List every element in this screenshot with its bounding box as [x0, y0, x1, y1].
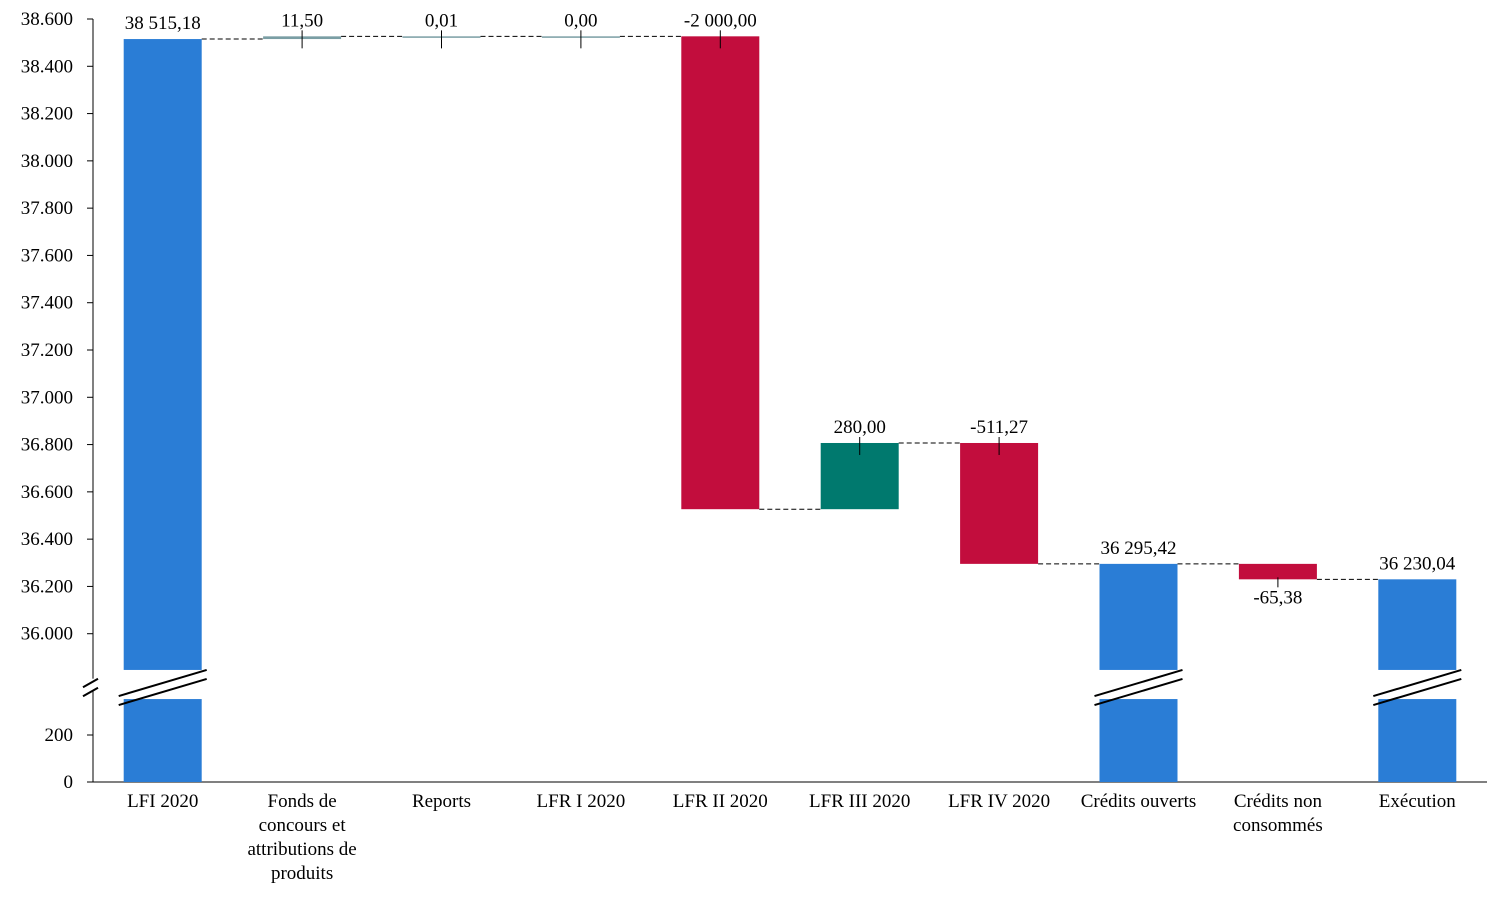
x-tick-label: Crédits ouverts: [1080, 791, 1197, 812]
break-line: [1094, 668, 1183, 698]
y-tick-label: 38.600: [21, 9, 73, 30]
value-label: 0,01: [425, 10, 458, 31]
bar: [681, 36, 760, 510]
value-label: 11,50: [281, 10, 323, 31]
break-line: [1094, 677, 1183, 707]
value-label: 38 515,18: [125, 13, 201, 34]
y-tick-label: 38.400: [21, 56, 73, 77]
y-tick-label: 36.000: [21, 624, 73, 645]
bar: [123, 39, 202, 782]
y-tick-label: 38.200: [21, 104, 73, 125]
value-label: 36 230,04: [1379, 553, 1456, 574]
value-label: 36 295,42: [1101, 538, 1177, 559]
value-label: 280,00: [834, 417, 886, 438]
y-tick-label: 37.400: [21, 293, 73, 314]
y-tick-label: 36.200: [21, 576, 73, 597]
x-tick-label: Fonds de concours et attributions de pro…: [247, 791, 357, 884]
x-tick-label: LFR II 2020: [672, 791, 768, 812]
break-line: [82, 677, 99, 689]
y-tick-label: 36.800: [21, 435, 73, 456]
y-tick-label: 37.800: [21, 198, 73, 219]
y-tick-label: 37.600: [21, 245, 73, 266]
y-tick-label: 36.600: [21, 482, 73, 503]
break-line: [1373, 677, 1462, 707]
y-tick-label: 200: [45, 725, 74, 746]
x-tick-label: Crédits non consommés: [1233, 791, 1323, 836]
y-tick-label: 38.000: [21, 151, 73, 172]
value-label: -65,38: [1253, 587, 1302, 608]
x-tick-label: LFR IV 2020: [948, 791, 1051, 812]
bar: [1238, 563, 1317, 580]
value-label: 0,00: [564, 10, 597, 31]
y-tick-label: 36.400: [21, 529, 73, 550]
y-tick-label: 37.200: [21, 340, 73, 361]
value-label: -511,27: [970, 417, 1028, 438]
break-line: [118, 677, 207, 707]
y-tick-label: 37.000: [21, 387, 73, 408]
y-tick-label: 0: [64, 772, 74, 793]
break-gap: [83, 678, 98, 691]
x-tick-label: LFI 2020: [127, 791, 199, 812]
x-tick-label: LFR III 2020: [809, 791, 911, 812]
break-line: [1373, 668, 1462, 698]
x-tick-label: Exécution: [1378, 791, 1456, 812]
value-label: -2 000,00: [684, 10, 757, 31]
break-line: [118, 668, 207, 698]
x-tick-label: Reports: [411, 791, 472, 812]
break-line: [82, 686, 99, 698]
bar: [960, 442, 1039, 564]
x-tick-label: LFR I 2020: [536, 791, 626, 812]
